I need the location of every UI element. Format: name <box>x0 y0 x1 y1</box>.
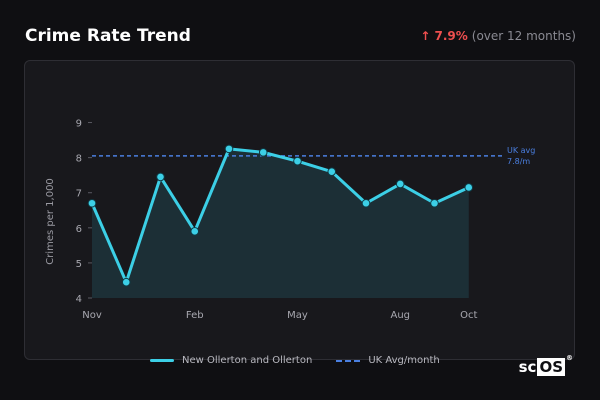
x-tick-label: Oct <box>460 310 477 321</box>
x-tick-label: Aug <box>390 310 410 321</box>
data-point <box>293 156 302 166</box>
change-percent: 7.9% <box>434 29 468 43</box>
data-point <box>87 198 97 208</box>
y-tick-label: 4 <box>76 294 82 305</box>
data-point <box>258 148 268 157</box>
y-tick-label: 8 <box>76 154 82 165</box>
chart-title: Crime Rate Trend <box>25 26 191 46</box>
uk-average-label-1: UK avg <box>507 146 535 155</box>
y-tick-label: 7 <box>76 189 82 200</box>
series-line <box>90 147 471 284</box>
legend-line-dashed-icon <box>336 359 361 362</box>
logo-text-b: OS <box>537 358 565 376</box>
data-point <box>190 227 200 236</box>
data-point <box>430 198 439 208</box>
legend-item-uk-avg[interactable]: UK Avg/month <box>336 355 440 366</box>
x-tick-label: May <box>287 310 308 321</box>
legend-avg-label: UK Avg/month <box>368 355 440 366</box>
y-tick-label: 6 <box>76 224 82 235</box>
data-point <box>395 179 405 189</box>
y-tick-label: 5 <box>76 259 82 270</box>
data-point <box>121 277 131 287</box>
chart-legend: New Ollerton and Ollerton UK Avg/month <box>150 355 440 366</box>
brand-logo: sc OS ® <box>518 354 573 376</box>
up-arrow-icon: ↑ <box>420 29 431 43</box>
y-axis-label: Crimes per 1,000 <box>45 178 56 265</box>
legend-line-solid-icon <box>150 359 174 362</box>
y-tick-label: 9 <box>76 119 82 130</box>
logo-text-a: sc <box>518 358 537 376</box>
legend-item-series[interactable]: New Ollerton and Ollerton <box>150 355 312 366</box>
chart-card: Crimes per 1,000 4 5 6 7 8 9 Nov Feb May Aug Oct UK … <box>24 60 575 360</box>
change-period: (over 12 months) <box>471 29 576 43</box>
x-tick-label: Feb <box>186 310 204 321</box>
x-tick-label: Nov <box>82 310 102 321</box>
data-point <box>156 172 165 182</box>
series-area-fill <box>92 148 469 298</box>
data-point <box>361 198 371 208</box>
registered-mark-icon: ® <box>566 354 573 362</box>
data-point <box>224 144 234 154</box>
data-point <box>327 167 337 176</box>
legend-series-label: New Ollerton and Ollerton <box>182 355 313 366</box>
line-chart: Crimes per 1,000 4 5 6 7 8 9 Nov Feb May Aug Oct UK … <box>45 119 535 321</box>
uk-average-label-2: 7.8/m <box>507 157 530 166</box>
data-point <box>464 183 474 192</box>
change-indicator: ↑ 7.9% (over 12 months) <box>420 29 576 43</box>
